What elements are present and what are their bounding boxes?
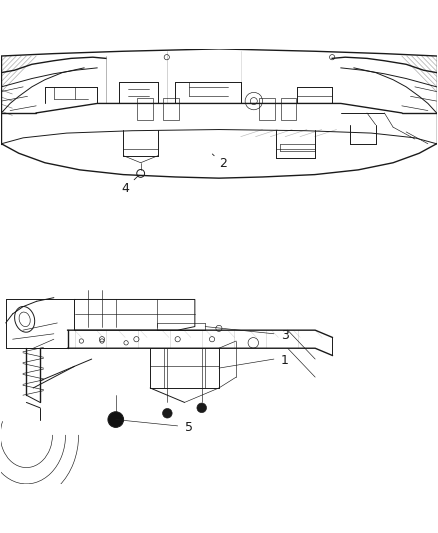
Text: 1: 1 [281,354,289,367]
Text: 5: 5 [184,421,193,434]
Text: 3: 3 [281,329,289,342]
Circle shape [197,403,206,413]
Text: 4: 4 [121,175,139,195]
Circle shape [162,408,172,418]
Text: 2: 2 [212,154,227,171]
Circle shape [108,412,124,427]
